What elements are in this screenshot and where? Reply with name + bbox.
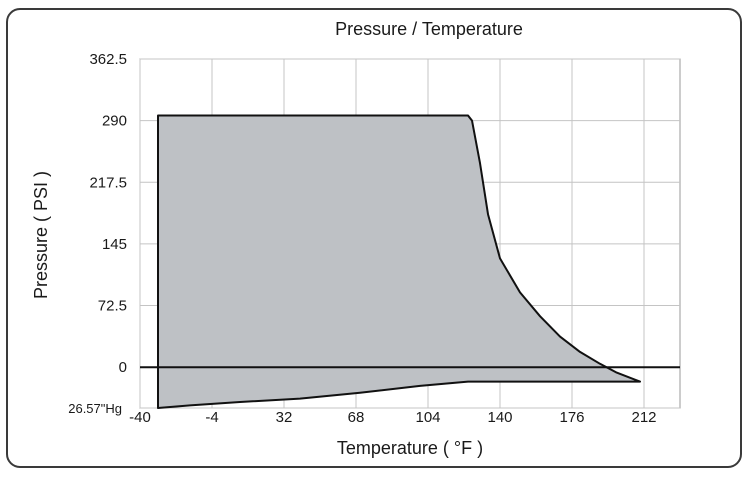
y-tick-label-4: 72.5 <box>98 298 127 315</box>
x-tick-labels: -40 -4 32 68 104 140 176 212 <box>129 409 656 426</box>
y-tick-label-5: 0 <box>119 359 127 376</box>
chart-title: Pressure / Temperature <box>335 19 523 39</box>
y-axis-label: Pressure ( PSI ) <box>31 171 51 299</box>
x-tick-label-7: 212 <box>631 409 656 426</box>
y-tick-labels: 362.5 290 217.5 145 72.5 0 26.57"Hg <box>68 51 127 416</box>
x-tick-label-1: -4 <box>205 409 218 426</box>
y-tick-label-6: 26.57"Hg <box>68 401 122 416</box>
y-tick-label-0: 362.5 <box>89 51 127 68</box>
operating-envelope-area <box>157 114 641 409</box>
x-tick-label-3: 68 <box>348 409 365 426</box>
x-tick-label-6: 176 <box>559 409 584 426</box>
x-tick-label-5: 140 <box>487 409 512 426</box>
x-axis-label: Temperature ( °F ) <box>337 438 483 458</box>
x-tick-label-0: -40 <box>129 409 151 426</box>
y-tick-label-2: 217.5 <box>89 174 127 191</box>
x-tick-label-2: 32 <box>276 409 293 426</box>
y-tick-label-3: 145 <box>102 236 127 253</box>
y-tick-label-1: 290 <box>102 113 127 130</box>
x-tick-label-4: 104 <box>415 409 440 426</box>
